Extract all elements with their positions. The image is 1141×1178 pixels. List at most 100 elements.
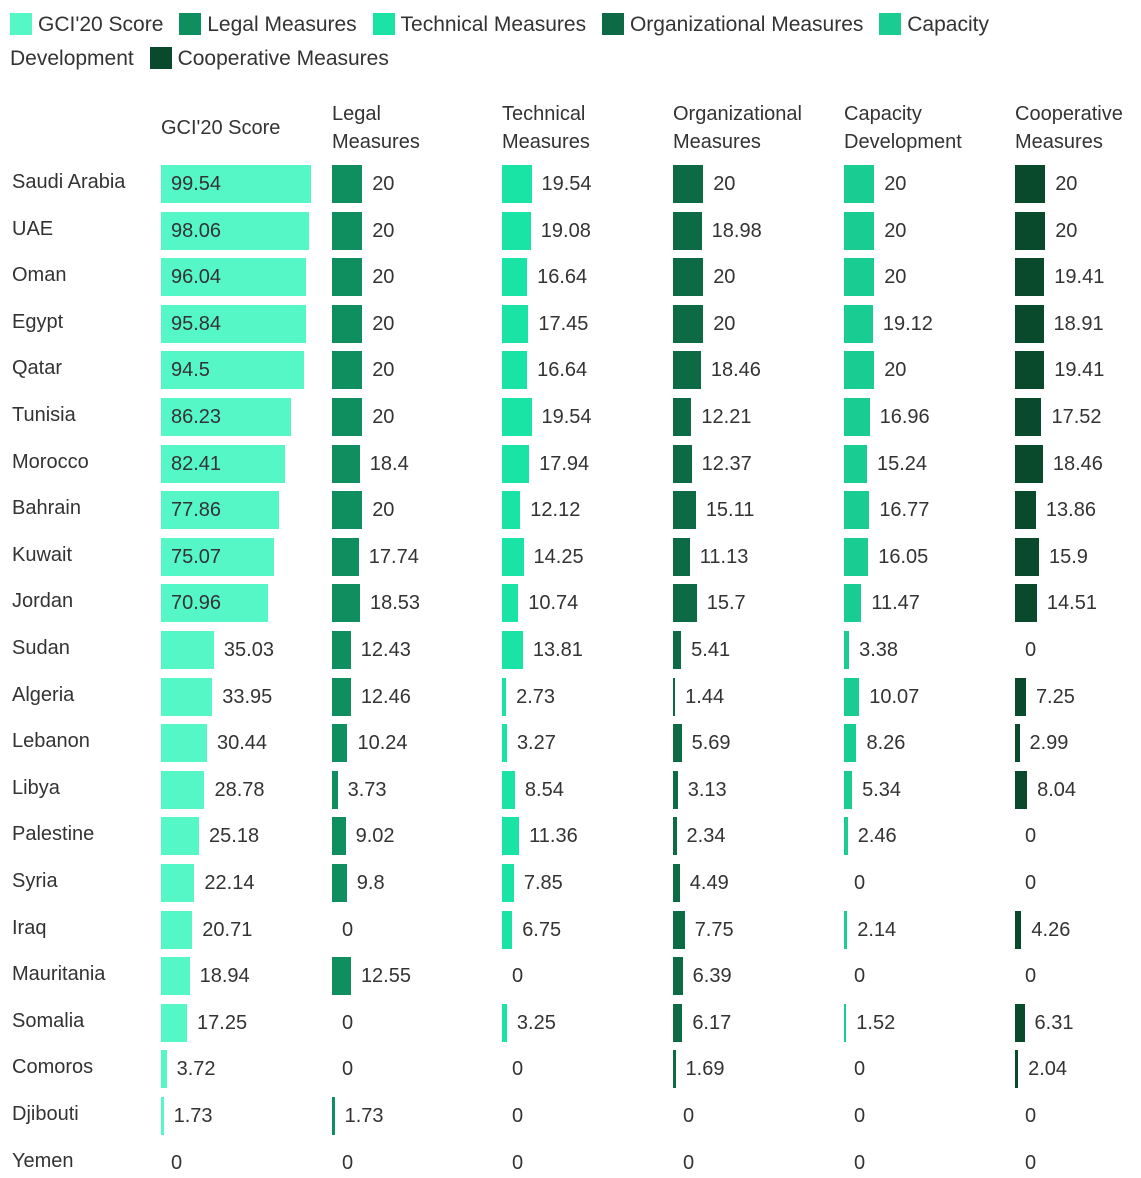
value-label: 0 <box>342 1011 354 1034</box>
value-label: 15.24 <box>877 452 928 475</box>
value-label: 3.72 <box>176 1058 216 1081</box>
bar <box>673 817 677 856</box>
value-label: 20 <box>372 312 395 335</box>
value-label: 15.11 <box>705 499 755 522</box>
value-label: 5.34 <box>862 778 901 801</box>
value-label: 11.36 <box>529 825 578 848</box>
legend-swatch <box>149 47 172 69</box>
bar <box>673 351 701 390</box>
value-label: 25.18 <box>209 825 260 848</box>
bar <box>844 631 850 669</box>
value-label: 4.49 <box>689 872 729 894</box>
value-label: 19.41 <box>1054 266 1105 289</box>
value-label: 12.21 <box>701 406 752 428</box>
value-label: 17.45 <box>538 312 589 335</box>
bar <box>673 910 685 949</box>
value-label: 16.96 <box>879 406 930 428</box>
value-label: 15.9 <box>1049 545 1088 568</box>
legend-label: GCI'20 Score <box>38 13 164 36</box>
bar <box>1015 724 1020 763</box>
value-label: 3.27 <box>516 732 556 755</box>
value-label: 15.7 <box>706 592 746 615</box>
bar <box>332 351 363 390</box>
bar <box>1015 304 1044 343</box>
bar <box>161 444 286 483</box>
value-label: 5.69 <box>691 732 731 755</box>
value-label: 2.73 <box>516 685 556 708</box>
value-label: 33.95 <box>222 685 273 708</box>
row-label: UAE <box>12 217 54 240</box>
value-label: 20 <box>884 359 907 382</box>
value-label: 95.84 <box>171 312 222 335</box>
value-label: 30.44 <box>216 732 268 755</box>
value-label: 6.31 <box>1034 1011 1074 1034</box>
row-label: Sudan <box>12 637 70 659</box>
value-label: 11.13 <box>699 545 749 568</box>
bar <box>844 677 860 716</box>
value-label: 1.44 <box>685 685 725 708</box>
value-label: 20 <box>713 312 736 335</box>
bar <box>161 631 214 669</box>
bar <box>161 304 306 343</box>
bar <box>161 864 195 902</box>
value-label: 12.37 <box>701 452 752 475</box>
row-label: Libya <box>12 776 60 799</box>
bar <box>161 258 307 297</box>
value-label: 19.08 <box>540 219 591 242</box>
bar <box>502 631 523 669</box>
value-label: 0 <box>342 918 354 941</box>
bar <box>673 491 696 530</box>
bar <box>1015 770 1028 809</box>
value-label: 70.96 <box>171 592 222 615</box>
bar <box>161 165 312 203</box>
row-label: Mauritania <box>12 963 106 986</box>
bar <box>844 211 875 250</box>
bar <box>332 817 346 856</box>
bar <box>844 165 875 203</box>
legend-item: GCI'20 Score <box>10 13 163 36</box>
value-label: 12.43 <box>360 639 411 661</box>
bar <box>844 351 875 390</box>
value-label: 7.25 <box>1035 685 1075 708</box>
value-label: 0 <box>342 1151 354 1174</box>
value-label: 19.54 <box>541 406 592 428</box>
value-label: 20 <box>884 266 907 289</box>
value-label: 16.64 <box>537 359 588 382</box>
value-label: 8.54 <box>524 778 564 801</box>
bar <box>502 398 532 436</box>
bar <box>161 491 279 530</box>
value-label: 99.54 <box>171 173 222 195</box>
value-label: 4.26 <box>1031 918 1071 941</box>
row-label: Oman <box>12 264 67 287</box>
bar <box>502 724 507 763</box>
value-label: 9.02 <box>355 825 395 848</box>
value-label: 28.78 <box>214 778 265 801</box>
bar <box>161 1050 167 1089</box>
bar <box>673 1050 676 1089</box>
bar <box>332 631 351 669</box>
bar <box>161 817 200 856</box>
value-label: 17.25 <box>197 1011 248 1034</box>
bar <box>502 211 531 250</box>
row-label: Egypt <box>12 310 64 333</box>
bar <box>844 537 869 576</box>
value-label: 3.73 <box>347 778 387 801</box>
row-label: Syria <box>12 870 58 892</box>
value-label: 20 <box>372 219 395 242</box>
value-label: 18.53 <box>369 592 421 615</box>
legend-label: Capacity Development <box>10 13 989 70</box>
value-label: 19.41 <box>1054 359 1105 382</box>
bar <box>332 1097 335 1135</box>
value-label: 3.38 <box>859 639 899 661</box>
value-label: 86.23 <box>171 406 222 428</box>
bar <box>502 864 514 902</box>
value-label: 0 <box>1025 825 1037 848</box>
bar <box>673 1003 683 1042</box>
legend-label: Legal Measures <box>207 13 357 36</box>
bar <box>332 957 351 996</box>
bar <box>502 444 530 483</box>
value-label: 0 <box>512 965 524 988</box>
bar <box>332 258 363 297</box>
bar <box>1015 584 1037 623</box>
value-label: 13.86 <box>1045 499 1096 522</box>
